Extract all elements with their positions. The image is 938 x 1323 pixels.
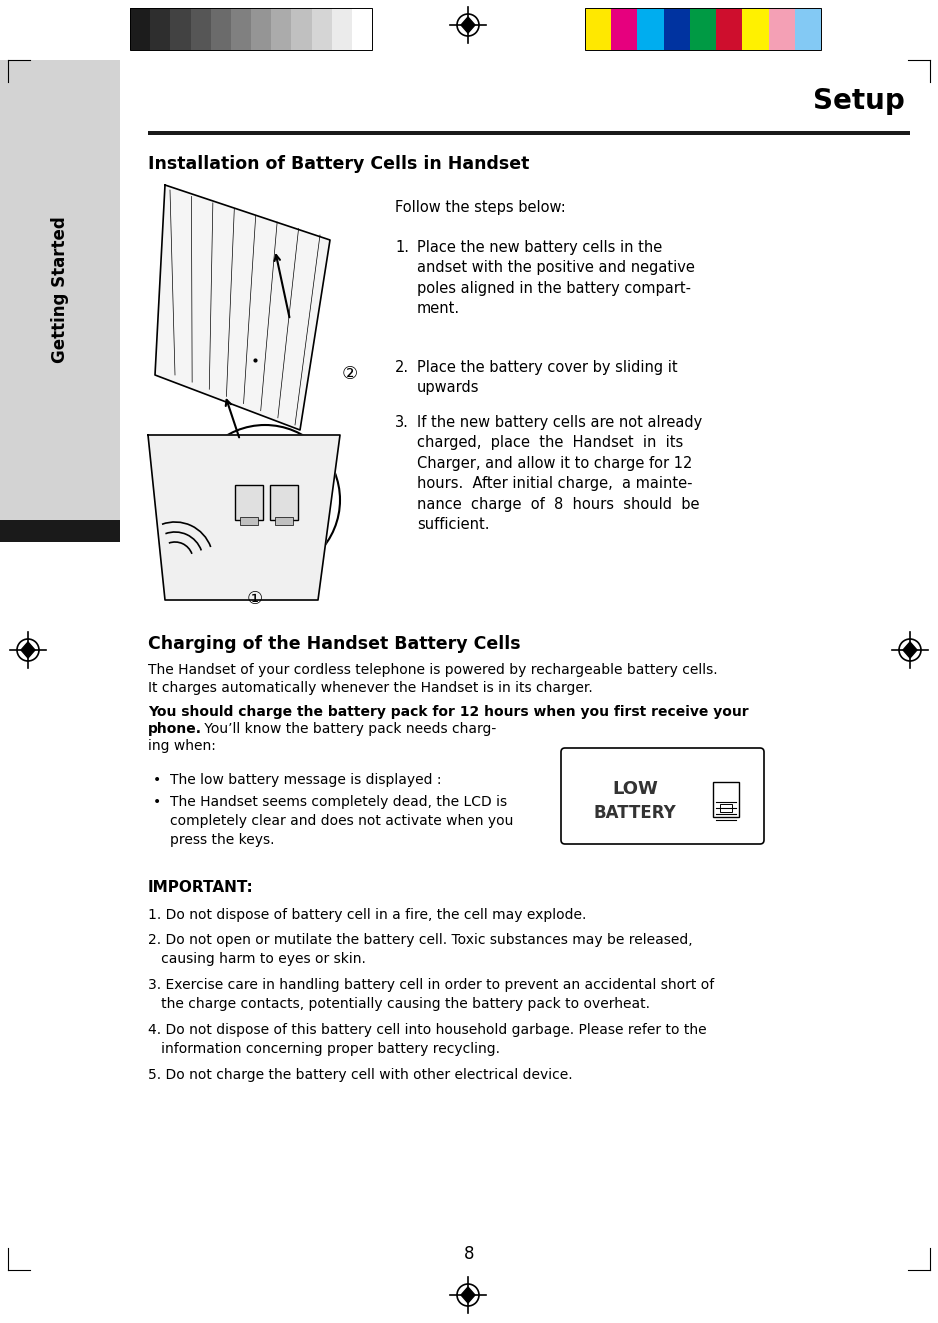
Bar [275, 517, 293, 525]
Polygon shape [148, 435, 340, 601]
Bar [716, 8, 742, 50]
Bar [352, 8, 372, 50]
Bar [794, 8, 821, 50]
Bar [231, 8, 251, 50]
Bar [332, 8, 352, 50]
Text: You’ll know the battery pack needs charg-: You’ll know the battery pack needs charg… [200, 722, 496, 736]
Bar [638, 8, 664, 50]
Bar [768, 8, 794, 50]
Bar [150, 8, 171, 50]
Polygon shape [461, 1287, 475, 1303]
Text: ing when:: ing when: [148, 740, 216, 753]
Text: Follow the steps below:: Follow the steps below: [395, 200, 566, 216]
Bar [0, 60, 120, 520]
Polygon shape [155, 185, 330, 430]
Text: phone.: phone. [148, 722, 202, 736]
Bar [251, 8, 271, 50]
Text: •: • [153, 795, 161, 808]
Bar [664, 8, 689, 50]
Bar [235, 486, 263, 520]
Bar [742, 8, 768, 50]
Text: 4. Do not dispose of this battery cell into household garbage. Please refer to t: 4. Do not dispose of this battery cell i… [148, 1023, 706, 1056]
Text: ②: ② [342, 365, 358, 382]
Bar [585, 8, 612, 50]
Text: 2.: 2. [395, 360, 409, 374]
Text: The Handset seems completely dead, the LCD is
completely clear and does not acti: The Handset seems completely dead, the L… [170, 795, 513, 847]
Bar [689, 8, 716, 50]
Bar [585, 8, 821, 50]
Text: 5. Do not charge the battery cell with other electrical device.: 5. Do not charge the battery cell with o… [148, 1068, 572, 1082]
Text: IMPORTANT:: IMPORTANT: [148, 880, 254, 894]
Bar [612, 8, 638, 50]
Bar [130, 8, 372, 50]
Text: 1.: 1. [395, 239, 409, 255]
Text: You should charge the battery pack for 12 hours when you first receive your: You should charge the battery pack for 1… [148, 705, 749, 718]
Text: It charges automatically whenever the Handset is in its charger.: It charges automatically whenever the Ha… [148, 681, 593, 695]
Bar [270, 486, 298, 520]
Bar [713, 782, 739, 818]
Bar [190, 8, 211, 50]
Text: LOW: LOW [613, 781, 658, 798]
Text: •: • [153, 773, 161, 787]
Bar [148, 131, 910, 135]
Bar [720, 804, 732, 812]
Bar [0, 520, 120, 542]
Text: The low battery message is displayed :: The low battery message is displayed : [170, 773, 442, 787]
Text: Charging of the Handset Battery Cells: Charging of the Handset Battery Cells [148, 635, 521, 654]
Polygon shape [21, 642, 35, 658]
Text: If the new battery cells are not already
charged,  place  the  Handset  in  its
: If the new battery cells are not already… [417, 415, 703, 532]
Text: 8: 8 [463, 1245, 475, 1263]
Text: 1. Do not dispose of battery cell in a fire, the cell may explode.: 1. Do not dispose of battery cell in a f… [148, 908, 586, 922]
Bar [211, 8, 231, 50]
Bar [271, 8, 292, 50]
Polygon shape [461, 17, 475, 33]
Text: 2. Do not open or mutilate the battery cell. Toxic substances may be released,
 : 2. Do not open or mutilate the battery c… [148, 933, 692, 966]
FancyBboxPatch shape [561, 747, 764, 844]
Bar [292, 8, 311, 50]
Bar [130, 8, 150, 50]
Text: The Handset of your cordless telephone is powered by rechargeable battery cells.: The Handset of your cordless telephone i… [148, 663, 718, 677]
Text: 3. Exercise care in handling battery cell in order to prevent an accidental shor: 3. Exercise care in handling battery cel… [148, 978, 714, 1011]
Text: Setup: Setup [813, 87, 905, 115]
Text: 3.: 3. [395, 415, 409, 430]
Bar [240, 517, 258, 525]
Text: Installation of Battery Cells in Handset: Installation of Battery Cells in Handset [148, 155, 529, 173]
Bar [171, 8, 190, 50]
Text: ①: ① [247, 590, 263, 609]
Bar [311, 8, 332, 50]
Text: BATTERY: BATTERY [594, 804, 676, 822]
Text: Getting Started: Getting Started [51, 217, 69, 364]
Polygon shape [903, 642, 917, 658]
Text: Place the battery cover by sliding it
upwards: Place the battery cover by sliding it up… [417, 360, 677, 396]
Text: Place the new battery cells in the
andset with the positive and negative
poles a: Place the new battery cells in the andse… [417, 239, 695, 316]
